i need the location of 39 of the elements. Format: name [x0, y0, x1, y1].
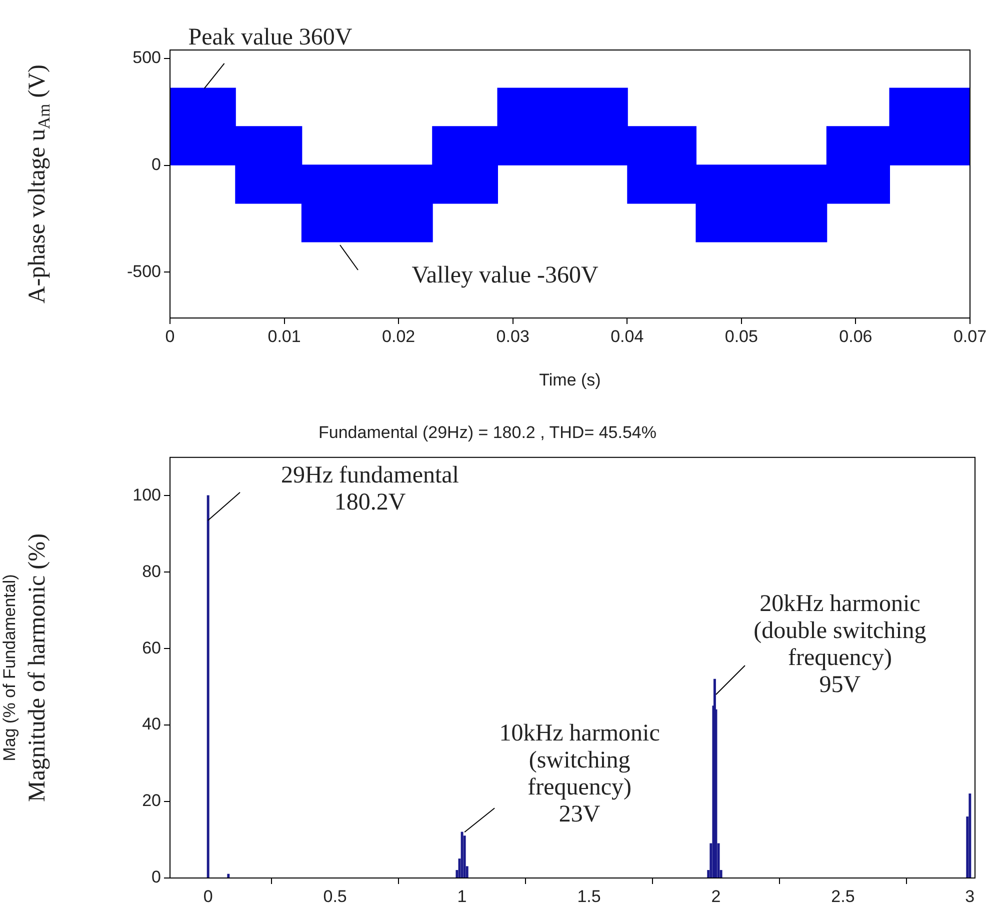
annotation: 29Hz fundamental 180.2V — [281, 462, 460, 516]
annotation: 20kHz harmonic (double switching frequency) 95V — [754, 590, 926, 698]
x-tick-label: 0.06 — [839, 326, 872, 346]
y-tick-label: 20 — [142, 791, 161, 810]
y-tick-label: 80 — [142, 562, 161, 581]
bar — [460, 832, 464, 878]
x-axis-title: Time (s) — [539, 370, 601, 390]
x-tick-label: 2 — [711, 886, 721, 906]
chart-title: Fundamental (29Hz) = 180.2 , THD= 45.54% — [318, 422, 656, 442]
x-tick-label: 1 — [457, 886, 467, 906]
annotation: Peak value 360V — [188, 24, 353, 51]
y-tick-label: 500 — [132, 48, 161, 68]
bar — [206, 495, 210, 878]
x-tick-label: 3 — [965, 886, 975, 906]
x-tick-label: 2.5 — [831, 886, 855, 906]
y-tick-label: 40 — [142, 714, 161, 734]
x-tick-label: 1.5 — [577, 886, 601, 906]
annotation: Valley value -360V — [412, 262, 599, 288]
y-tick-label: 0 — [152, 155, 161, 174]
y-tick-label: 60 — [142, 638, 161, 658]
x-tick-label: 0.5 — [323, 886, 347, 906]
x-tick-label: 0.01 — [268, 326, 301, 346]
x-tick-label: 0.05 — [724, 326, 758, 346]
y-axis-title: Mag (% of Fundamental) — [0, 574, 19, 762]
bar — [227, 874, 230, 878]
x-tick-label: 0.03 — [496, 326, 530, 346]
x-tick-label: 0 — [203, 886, 213, 906]
x-tick-label: 0.07 — [953, 326, 987, 346]
x-tick-label: 0.02 — [382, 326, 416, 346]
x-tick-label: 0 — [165, 326, 175, 346]
y-tick-label: 100 — [132, 485, 161, 504]
x-tick-label: 0.04 — [610, 326, 644, 346]
text: Magnitude of harmonic (%) — [24, 533, 50, 802]
annotation: 10kHz harmonic (switching frequency) 23V — [499, 720, 660, 828]
y-tick-label: -500 — [126, 262, 161, 281]
y-axis-title: A-phase voltage uAm (V) — [24, 64, 54, 304]
bar — [968, 794, 972, 878]
y-tick-label: 0 — [152, 868, 161, 887]
bar — [463, 836, 466, 878]
